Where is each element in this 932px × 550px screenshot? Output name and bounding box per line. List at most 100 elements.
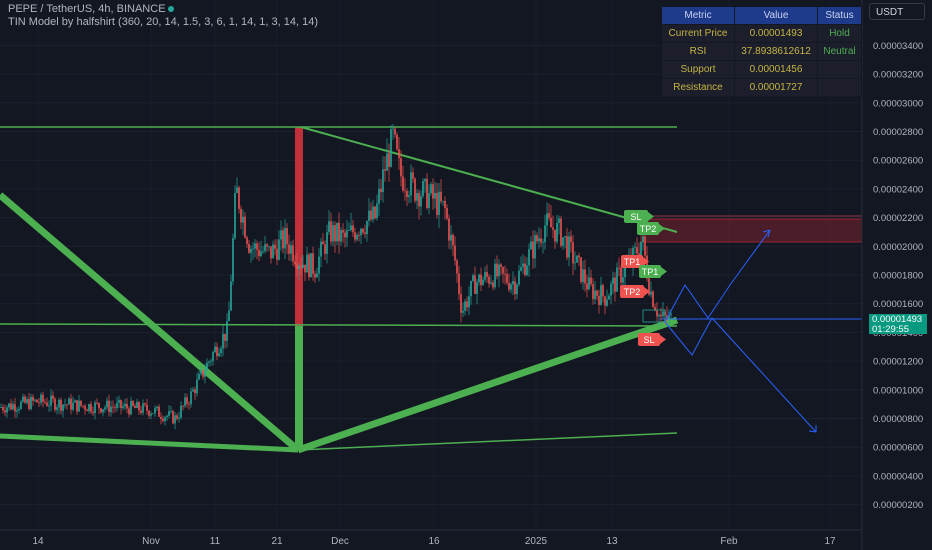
candle-body [136,402,138,409]
candle-body [110,406,112,413]
candle [390,124,392,168]
candle [290,241,292,262]
candle-body [658,314,660,317]
candle-body [164,417,166,421]
candle [546,202,548,237]
candle [104,404,106,413]
currency-selector[interactable]: USDT [869,3,925,20]
candle-body [444,200,446,209]
candle [532,230,534,269]
candle [424,177,426,193]
candle-body [228,310,230,322]
candle-body [208,361,210,363]
candle-body [330,221,332,242]
candle [590,269,592,287]
candle [296,252,298,277]
price-tick-label: 0.00000200 [873,500,923,511]
candle-body [530,241,532,250]
candle [474,266,476,295]
candle [438,183,440,229]
candle-body [480,274,482,286]
candle [262,246,264,255]
candle [496,255,498,280]
candle-body [396,134,398,150]
indicator-title[interactable]: TIN Model by halfshirt (360, 20, 14, 1.5… [8,16,319,28]
candle [150,411,152,419]
candle [134,403,136,409]
candle-body [582,269,584,282]
candle-body [588,277,590,290]
candle-body [414,178,416,201]
candle-body [470,280,472,297]
candle [250,245,252,263]
candle [350,212,352,232]
candle [364,224,366,239]
metrics-header-row: Metric Value Status [661,6,862,25]
candle-body [120,399,122,408]
candle-body [298,265,300,270]
candle [410,164,412,203]
candle-body [304,264,306,273]
metrics-row-rsi: RSI 37.8938612612 Neutral [661,42,862,61]
candle [510,282,512,294]
candle-body [240,208,242,223]
candle-body [446,208,448,219]
price-tick-label: 0.00002000 [873,242,923,253]
candle-body [392,128,394,130]
candle [246,235,248,249]
candle [178,411,180,423]
candle-body [484,272,486,280]
candle-body [516,284,518,295]
candle [100,407,102,414]
candle [158,404,160,418]
candle-body [2,407,4,411]
candle [440,179,442,204]
candle [192,386,194,392]
candle-body [268,246,270,248]
candle [196,372,198,397]
candle [426,173,428,210]
candle [218,347,220,357]
candle [66,403,68,410]
candle-body [570,236,572,243]
candle-body [456,260,458,274]
candlestick-series [0,124,672,430]
candle [520,256,522,272]
candle [600,276,602,306]
tp1-label-red: TP1 [621,255,649,268]
candle-body [6,407,8,413]
candle-body [246,237,248,244]
candle-body [640,241,642,256]
candle [76,400,78,415]
candle [554,229,556,249]
candle [488,274,490,288]
candle [582,260,584,290]
candle-body [598,295,600,305]
candle [444,196,446,220]
candle [372,199,374,223]
candle [48,400,50,412]
candle [634,242,636,255]
candle [566,228,568,261]
tp1-label-green: TP1 [639,265,667,278]
price-tick-label: 0.00000400 [873,471,923,482]
time-tick-label: Feb [720,536,738,547]
bullish-arrow-head [762,229,771,238]
candle-body [206,362,208,372]
candle-body [44,401,46,403]
candle [208,360,210,367]
candle [34,398,36,403]
candle-body [374,206,376,219]
candle-body [412,172,414,179]
metric-name: RSI [661,42,735,61]
candle [574,251,576,271]
candle-body [60,399,62,411]
chart-grid [0,44,862,506]
candle-body [158,406,160,417]
candle-body [430,184,432,194]
candle-body [540,238,542,243]
candle-body [80,400,82,406]
candle-body [212,352,214,361]
candle-body [184,397,186,406]
